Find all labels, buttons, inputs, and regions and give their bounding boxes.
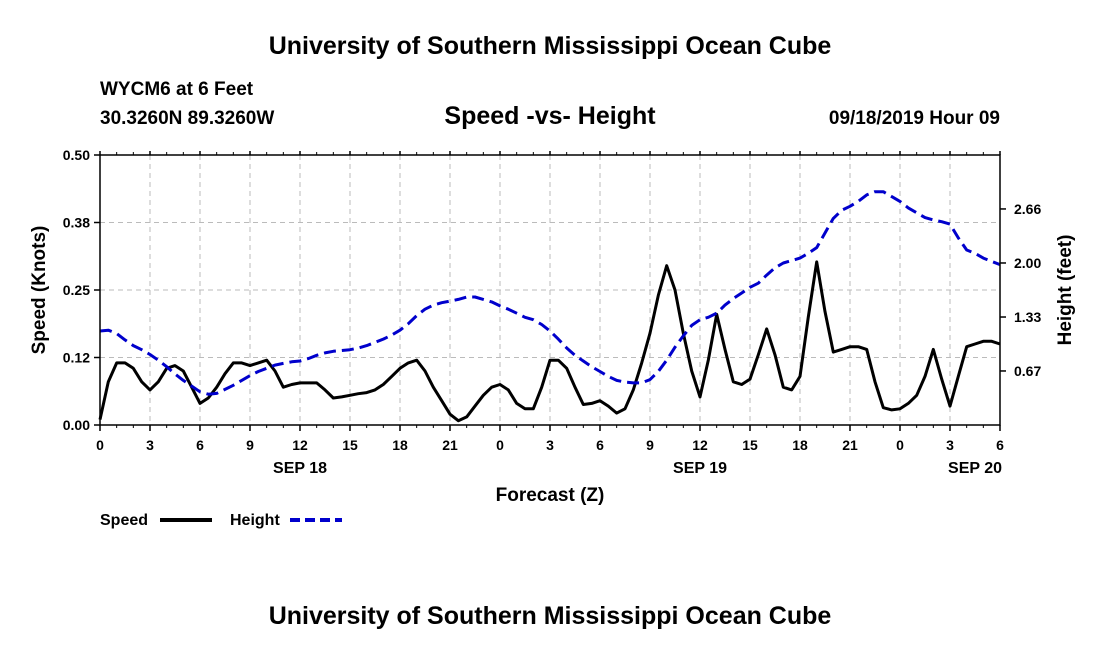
series-layer <box>98 190 1001 423</box>
footer-title: University of Southern Mississippi Ocean… <box>269 602 832 630</box>
legend-label-height: Height <box>230 512 280 529</box>
y-axis-right-title: Height (feet) <box>1055 235 1076 346</box>
series-line-speed <box>98 260 1001 423</box>
y-right-tick-label-2: 2.00 <box>1014 255 1041 271</box>
legend: Speed Height <box>100 512 342 529</box>
y-left-tick-label-2: 0.25 <box>63 282 90 298</box>
date-label-0: SEP 18 <box>273 460 327 477</box>
datetime-label: 09/18/2019 Hour 09 <box>829 108 1000 129</box>
date-label-2: SEP 20 <box>948 460 1002 477</box>
header-title: University of Southern Mississippi Ocean… <box>269 32 832 60</box>
x-tick-label-9: 3 <box>546 437 554 453</box>
series-line-height <box>99 190 1001 396</box>
x-tick-label-16: 0 <box>896 437 904 453</box>
x-tick-label-14: 18 <box>792 437 808 453</box>
x-tick-label-11: 9 <box>646 437 654 453</box>
y-right-tick-label-0: 0.67 <box>1014 363 1041 379</box>
x-tick-label-7: 21 <box>442 437 458 453</box>
y-left-tick-label-3: 0.38 <box>63 215 90 231</box>
x-tick-label-13: 15 <box>742 437 758 453</box>
y-axis-left-title: Speed (Knots) <box>29 226 50 355</box>
x-tick-label-5: 15 <box>342 437 358 453</box>
x-tick-label-17: 3 <box>946 437 954 453</box>
station-label: WYCM6 at 6 Feet <box>100 79 254 100</box>
x-tick-label-1: 3 <box>146 437 154 453</box>
x-tick-label-15: 21 <box>842 437 858 453</box>
x-tick-label-2: 6 <box>196 437 204 453</box>
date-label-1: SEP 19 <box>673 460 727 477</box>
chart-subtitle: Speed -vs- Height <box>444 102 656 130</box>
y-left-tick-label-4: 0.50 <box>63 147 90 163</box>
x-tick-label-4: 12 <box>292 437 308 453</box>
y-left-tick-label-1: 0.12 <box>63 350 90 366</box>
x-tick-label-10: 6 <box>596 437 604 453</box>
legend-label-speed: Speed <box>100 512 148 529</box>
x-tick-label-6: 18 <box>392 437 408 453</box>
x-tick-label-8: 0 <box>496 437 504 453</box>
x-tick-label-0: 0 <box>96 437 104 453</box>
coords-label: 30.3260N 89.3260W <box>100 108 274 129</box>
x-tick-label-18: 6 <box>996 437 1004 453</box>
x-axis-title: Forecast (Z) <box>496 485 605 506</box>
y-left-tick-label-0: 0.00 <box>63 417 90 433</box>
x-tick-label-12: 12 <box>692 437 708 453</box>
x-tick-label-3: 9 <box>246 437 254 453</box>
axis-ticks: 0 3 6 9 12 15 18 21 0 3 6 9 12 15 18 21 0 3 6 SEP 18 SEP 19 S… <box>63 147 1042 477</box>
y-right-tick-label-3: 2.66 <box>1014 201 1041 217</box>
y-right-tick-label-1: 1.33 <box>1014 309 1041 325</box>
